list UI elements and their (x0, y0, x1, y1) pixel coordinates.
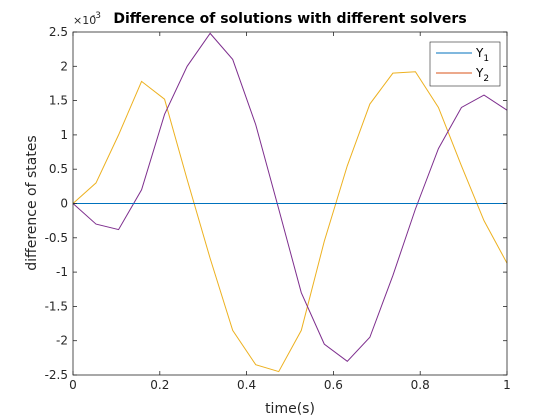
x-tick-label: 0.4 (237, 378, 256, 392)
y-tick-label: -0.5 (45, 231, 68, 245)
y-tick-label: -1 (56, 265, 68, 279)
y-tick-label: 2 (60, 59, 68, 73)
y-tick-label: -1.5 (45, 299, 68, 313)
series-line-3 (72, 32, 508, 362)
x-tick-label: 0.8 (411, 378, 430, 392)
x-axis-label: time(s) (265, 401, 315, 417)
y-tick-label: -2.5 (45, 368, 68, 382)
legend-label-y1: Y1 (475, 46, 489, 64)
chart-title: Difference of solutions with different s… (113, 11, 466, 27)
legend: Y1 Y2 (429, 41, 501, 87)
series-line-2 (72, 71, 508, 373)
y-tick-label: 0.5 (49, 162, 68, 176)
y-tick-label: 1 (60, 128, 68, 142)
legend-box (429, 41, 501, 87)
y-tick-label: 2.5 (49, 25, 68, 39)
x-tick-label: 0.6 (324, 378, 343, 392)
x-tick-label: 0 (69, 378, 77, 392)
x-tick-label: 0.2 (150, 378, 169, 392)
x-tick-label: 1 (503, 378, 511, 392)
y-tick-label: 0 (60, 197, 68, 211)
ticks-layer: 0 0.2 0.4 0.6 0.8 1 -2.5 -2 -1.5 -1 -0.5 0 0.5 1 1.5 2 2… (45, 25, 511, 392)
legend-label-y2: Y2 (475, 66, 489, 84)
y-tick-label: 1.5 (49, 94, 68, 108)
y-axis-label: difference of states (24, 135, 40, 270)
y-exponent: ×10 -3 (73, 11, 101, 27)
y-exponent-base: ×10 (73, 14, 96, 27)
y-exponent-power: -3 (92, 11, 101, 21)
series-layer (72, 32, 508, 373)
y-tick-label: -2 (56, 334, 68, 348)
